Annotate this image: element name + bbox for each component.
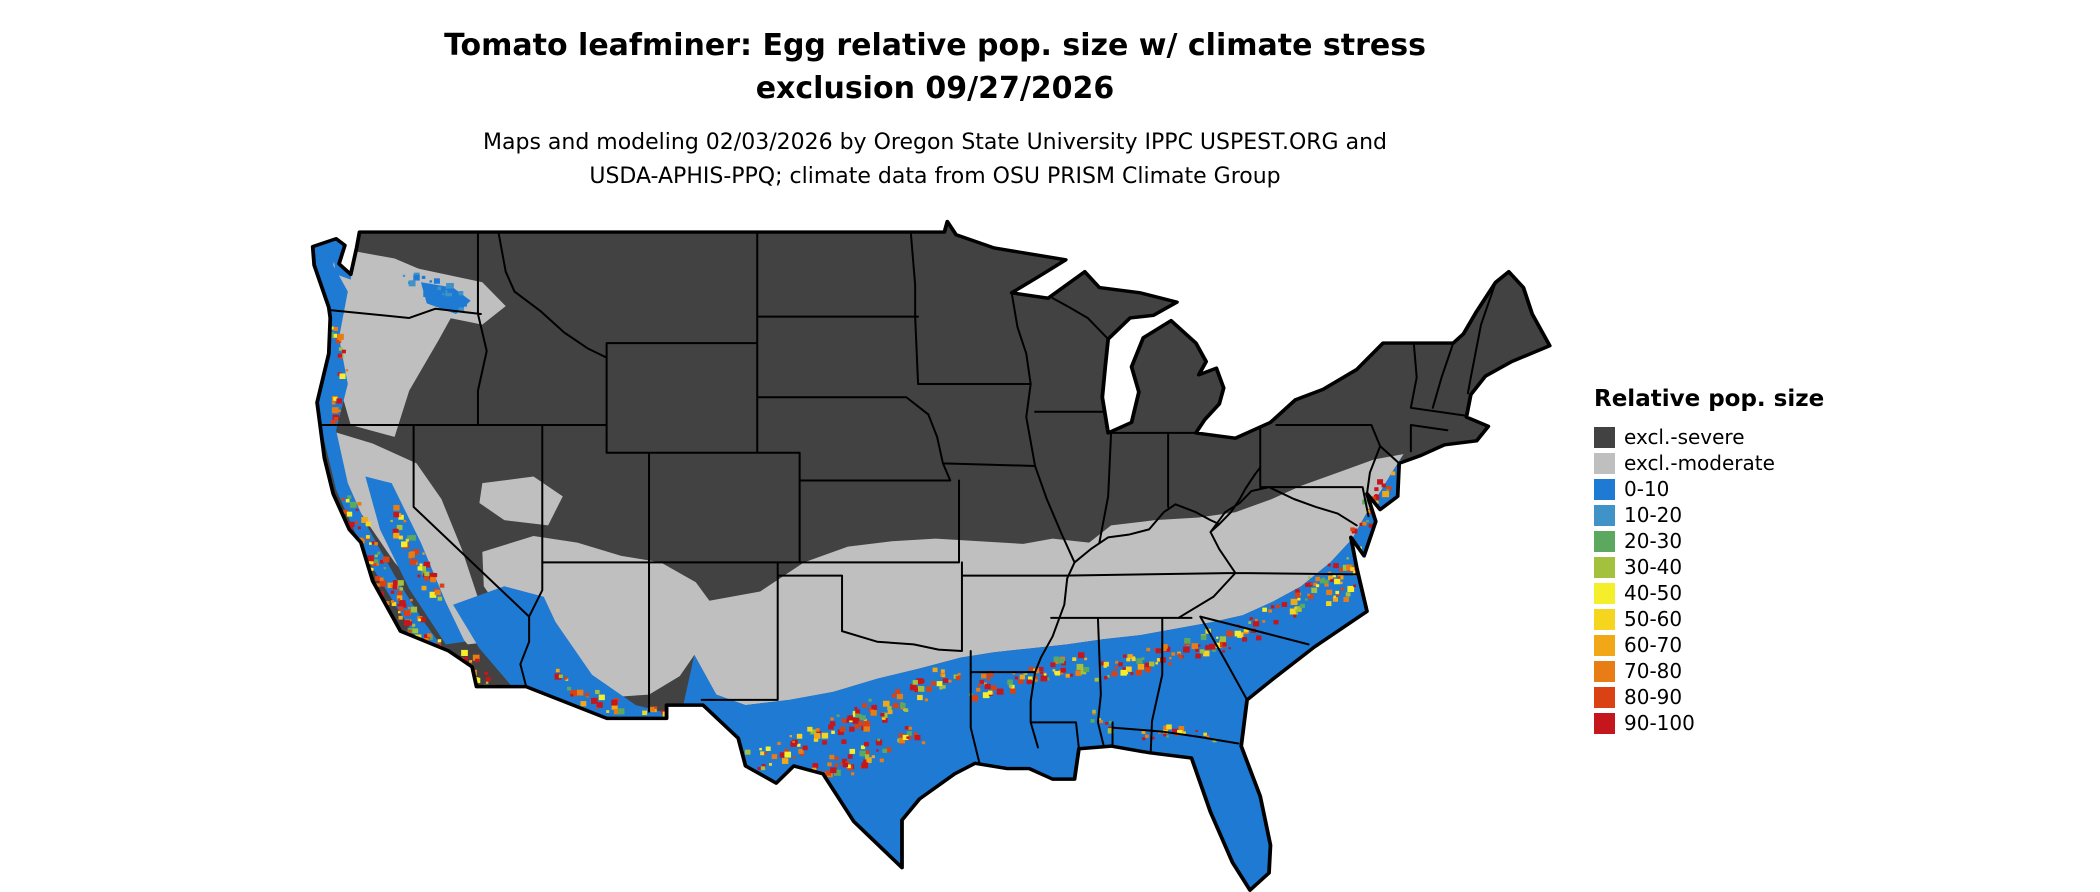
- legend-item: 60-70: [1594, 632, 1824, 658]
- legend-items: excl.-severe excl.-moderate 0-10 10-20 20-30…: [1594, 424, 1824, 736]
- legend-item-label: 90-100: [1624, 711, 1695, 735]
- figure-subtitle: Maps and modeling 02/03/2026 by Oregon S…: [0, 126, 1870, 194]
- legend-item: 0-10: [1594, 476, 1824, 502]
- legend-item: 70-80: [1594, 658, 1824, 684]
- legend-swatch: [1594, 452, 1615, 474]
- us-map: [263, 166, 1579, 892]
- legend-swatch: [1594, 556, 1615, 578]
- legend-item-label: 10-20: [1624, 503, 1683, 527]
- legend-item: excl.-severe: [1594, 424, 1824, 450]
- legend-item-label: 80-90: [1624, 685, 1683, 709]
- legend-item: 50-60: [1594, 606, 1824, 632]
- legend-title: Relative pop. size: [1594, 386, 1825, 412]
- figure-title: Tomato leafminer: Egg relative pop. size…: [0, 24, 1870, 110]
- legend-swatch: [1594, 582, 1615, 604]
- legend-item-label: 60-70: [1624, 633, 1683, 657]
- legend-item-label: 0-10: [1624, 477, 1670, 501]
- legend-swatch: [1594, 426, 1615, 448]
- figure-subtitle-line1: Maps and modeling 02/03/2026 by Oregon S…: [483, 130, 1387, 155]
- legend-item: 20-30: [1594, 528, 1824, 554]
- legend-item: 40-50: [1594, 580, 1824, 606]
- legend-item: 80-90: [1594, 684, 1824, 710]
- legend-item-label: excl.-severe: [1624, 425, 1745, 449]
- legend-item-label: 50-60: [1624, 607, 1683, 631]
- figure-title-line2: exclusion 09/27/2026: [755, 71, 1115, 106]
- legend-swatch: [1594, 686, 1615, 708]
- legend-swatch: [1594, 660, 1615, 682]
- us-map-svg: [310, 219, 1552, 892]
- state-boundaries: [317, 232, 1496, 763]
- figure-subtitle-line2: USDA-APHIS-PPQ; climate data from OSU PR…: [589, 164, 1281, 189]
- legend: Relative pop. size excl.-severe excl.-mod…: [1594, 386, 1824, 736]
- legend-item-label: excl.-moderate: [1624, 451, 1775, 475]
- legend-item: 10-20: [1594, 502, 1824, 528]
- legend-item: 90-100: [1594, 710, 1824, 736]
- figure-title-line1: Tomato leafminer: Egg relative pop. size…: [444, 28, 1426, 63]
- figure-header: Tomato leafminer: Egg relative pop. size…: [0, 24, 1870, 194]
- legend-item-label: 20-30: [1624, 529, 1683, 553]
- legend-swatch: [1594, 478, 1615, 500]
- legend-item-label: 70-80: [1624, 659, 1683, 683]
- legend-swatch: [1594, 712, 1615, 734]
- legend-swatch: [1594, 634, 1615, 656]
- map-fill-layers: [312, 221, 1550, 891]
- legend-item-label: 40-50: [1624, 581, 1683, 605]
- legend-swatch: [1594, 530, 1615, 552]
- legend-item: excl.-moderate: [1594, 450, 1824, 476]
- legend-swatch: [1594, 608, 1615, 630]
- legend-swatch: [1594, 504, 1615, 526]
- legend-item-label: 30-40: [1624, 555, 1683, 579]
- legend-item: 30-40: [1594, 554, 1824, 580]
